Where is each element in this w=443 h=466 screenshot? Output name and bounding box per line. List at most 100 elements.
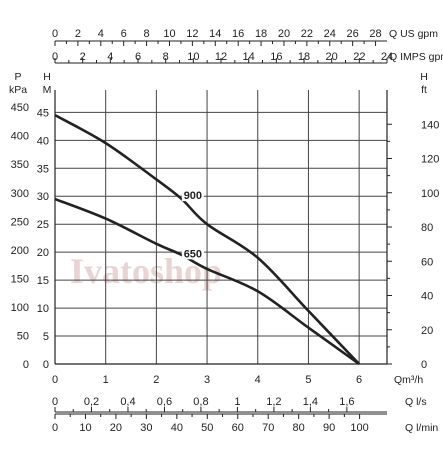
vertical-axis-tick-label: 15 (37, 275, 49, 287)
performance-curve-900 (54, 114, 361, 365)
flow-axis-tick-label: 0,8 (193, 396, 208, 408)
flow-axis-us-gpm: 0 2 4 6 8 10 12 14 16 18 20 22 24 26 28 Q US gpm (52, 28, 438, 46)
flow-axis-tick-label: 50 (201, 422, 213, 434)
vertical-axis-ft: 0 20 40 60 80 100 120 140 Hft (387, 71, 439, 371)
flow-axis-tick-label: 1 (234, 396, 240, 408)
flow-axis-unit: Q US gpm (389, 28, 438, 40)
vertical-axis-tick-label: 25 (37, 219, 49, 231)
flow-axis-tick-label: 100 (350, 422, 368, 434)
vertical-axis-tick-label: 450 (11, 102, 29, 114)
vertical-axis-tick-label: 5 (43, 331, 49, 343)
flow-axis-tick-label: 12 (186, 28, 198, 40)
flow-axis-tick-label: 10 (79, 422, 91, 434)
flow-axis-tick-label: 6 (356, 374, 362, 386)
flow-axis-tick-label: 8 (163, 51, 169, 63)
flow-axis-tick-label: 4 (255, 374, 261, 386)
vertical-axis-tick-label: 0 (23, 359, 29, 371)
performance-curve-650 (54, 197, 360, 366)
vertical-axis-tick-label: 50 (17, 330, 29, 342)
vertical-axis-tick-label: 300 (11, 188, 29, 200)
flow-axis-tick-label: 4 (107, 51, 113, 63)
vertical-axis-tick-label: 0 (421, 359, 427, 371)
curve-label-900: 900 (184, 190, 202, 202)
vertical-axis-tick-label: 100 (11, 302, 29, 314)
flow-axis-tick-label: 26 (347, 28, 359, 40)
vertical-axis-tick-label: 150 (11, 273, 29, 285)
flow-axis-tick-label: 28 (369, 28, 381, 40)
flow-axis-tick-label: 1,4 (303, 396, 318, 408)
vertical-axis-title: H (420, 71, 428, 83)
vertical-axis-tick-label: 140 (421, 119, 439, 131)
flow-axis-tick-label: 6 (135, 51, 141, 63)
flow-axis-tick-label: 4 (98, 28, 104, 40)
flow-axis-tick-label: 2 (80, 51, 86, 63)
flow-axis-tick-label: 0 (52, 51, 58, 63)
flow-axis-tick-label: 0 (52, 374, 58, 386)
flow-axis-tick-label: 80 (293, 422, 305, 434)
flow-axis-tick-label: 0 (52, 396, 58, 408)
flow-axis-tick-label: 30 (140, 422, 152, 434)
vertical-axis-title: H (43, 71, 51, 83)
vertical-axis-tick-label: 120 (421, 154, 439, 166)
vertical-axis-m: 0 5 10 15 20 25 30 35 40 45 HM (37, 71, 52, 371)
curve-label-backdrop (181, 188, 204, 202)
flow-axis-tick-label: 10 (163, 28, 175, 40)
flow-axis-tick-label: 12 (215, 51, 227, 63)
vertical-axis-tick-label: 200 (11, 245, 29, 257)
flow-axis-tick-label: 1,6 (339, 396, 354, 408)
flow-axis-tick-label: 22 (353, 51, 365, 63)
flow-axis-tick-label: 16 (232, 28, 244, 40)
flow-axis-tick-label: 3 (204, 374, 210, 386)
vertical-axis-tick-label: 60 (421, 256, 433, 268)
flow-axis-tick-label: 5 (305, 374, 311, 386)
flow-axis-tick-label: 20 (110, 422, 122, 434)
flow-axis-tick-label: 0 (52, 28, 58, 40)
vertical-axis-tick-label: 40 (37, 135, 49, 147)
flow-axis-tick-label: 1,2 (266, 396, 281, 408)
flow-axis-tick-label: 0,4 (120, 396, 135, 408)
vertical-axis-title: kPa (9, 84, 27, 96)
vertical-axis-title: M (43, 84, 52, 96)
flow-axis-unit: Q l/min (405, 422, 438, 434)
vertical-axis-tick-label: 20 (421, 325, 433, 337)
flow-axis-tick-label: 0 (52, 422, 58, 434)
flow-axis-tick-label: 20 (278, 28, 290, 40)
vertical-axis-tick-label: 350 (11, 159, 29, 171)
flow-axis-tick-label: 60 (232, 422, 244, 434)
flow-axis-unit: Qm³/h (394, 374, 423, 386)
vertical-axis-tick-label: 250 (11, 216, 29, 228)
vertical-axis-tick-label: 80 (421, 222, 433, 234)
vertical-axis-title: ft (421, 84, 427, 96)
flow-axis-tick-label: 14 (243, 51, 255, 63)
plot-frame (54, 90, 388, 365)
flow-axis-tick-label: 1 (103, 374, 109, 386)
flow-axis-tick-label: 24 (324, 28, 336, 40)
vertical-axis-tick-label: 100 (421, 188, 439, 200)
flow-axis-unit: Q l/s (405, 396, 427, 408)
flow-axis-m3h: 0 1 2 3 4 5 6 Qm³/h (52, 374, 423, 386)
flow-axis-tick-label: 18 (298, 51, 310, 63)
vertical-axis-tick-label: 30 (37, 191, 49, 203)
vertical-axis-tick-label: 10 (37, 303, 49, 315)
flow-axis-tick-label: 0,2 (84, 396, 99, 408)
flow-axis-tick-label: 90 (323, 422, 335, 434)
flow-axis-tick-label: 10 (187, 51, 199, 63)
curve-label-backdrop (181, 246, 204, 260)
vertical-axis-tick-label: 400 (11, 131, 29, 143)
vertical-axis-tick-label: 0 (43, 359, 49, 371)
flow-axis-ls: 0 0,2 0,4 0,6 0,8 1 1,2 1,4 1,6 Q l/s (52, 396, 427, 413)
vertical-axis-tick-label: 45 (37, 107, 49, 119)
flow-axis-tick-label: 16 (270, 51, 282, 63)
flow-axis-lmin: 0 10 20 30 40 50 60 70 80 90 100 Q l/min (52, 413, 438, 434)
performance-curves: 900 650 (54, 114, 361, 366)
flow-axis-tick-label: 8 (144, 28, 150, 40)
flow-axis-tick-label: 14 (209, 28, 221, 40)
flow-axis-unit: Q IMPS gpm (389, 51, 443, 63)
vertical-axis-title: P (14, 71, 21, 83)
flow-axis-tick-label: 70 (262, 422, 274, 434)
flow-axis-tick-label: 2 (153, 374, 159, 386)
